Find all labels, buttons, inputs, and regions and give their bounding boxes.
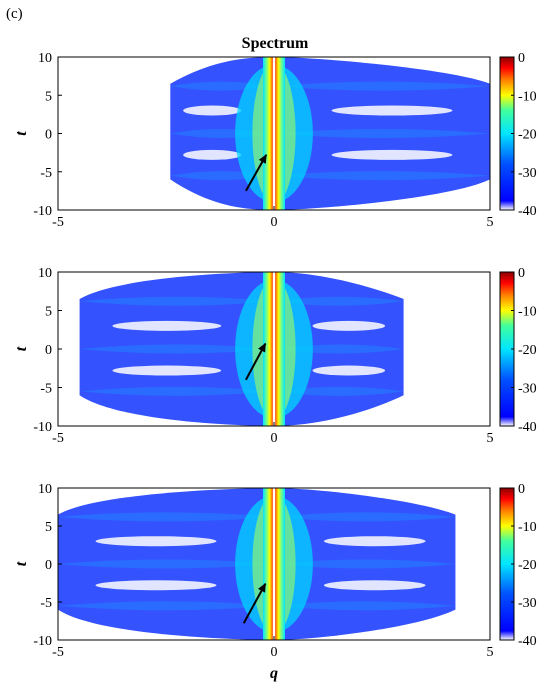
stripe-center-line [272,272,276,426]
y-axis-label: t [13,561,30,566]
colorbar-tick-label: -30 [518,166,537,181]
colorbar-tick-label: -10 [518,520,537,535]
colorbar-tick-label: -40 [518,204,537,219]
right-lobe [274,386,404,396]
y-tick-label: 5 [45,89,52,104]
colorbar-tick-label: -40 [518,634,537,649]
gap-left [95,536,217,547]
x-axis-label: q [270,665,278,682]
spectrum-field-3 [58,488,456,640]
y-tick-label: -5 [40,596,52,611]
right-lobe [274,559,456,569]
colorbar-tick-label: -40 [518,420,537,435]
y-tick-label: 5 [45,305,52,320]
y-tick-label: -5 [40,166,52,181]
right-lobe [274,601,456,611]
right-lobe [274,129,490,138]
colorbar-tick-label: 0 [518,51,525,66]
y-tick-label: 10 [38,266,52,281]
y-tick-label: 10 [38,51,52,66]
annotation-arrow [242,582,267,624]
y-tick-label: 0 [45,128,52,143]
colorbar-tick-label: 0 [518,482,525,497]
left-lobe [79,344,274,354]
annotation-arrow [245,342,267,381]
right-lobe [274,171,490,181]
stripe-center-line [272,488,276,640]
y-tick-label: -10 [33,634,52,649]
left-lobe [58,512,274,522]
colorbar-tick-label: -20 [518,343,537,358]
left-lobe [79,386,274,396]
colorbar-tick-label: -30 [518,382,537,397]
colorbar-tick-label: -20 [518,128,537,143]
spectrum-field-1 [170,57,490,210]
colorbar-tick-label: -20 [518,558,537,573]
y-tick-label: -5 [40,382,52,397]
y-tick-label: -10 [33,204,52,219]
left-lobe [58,601,274,611]
colorbar-tick-label: -30 [518,596,537,611]
gap-left [112,365,222,376]
gap-right [323,580,426,591]
gap-right [331,149,453,160]
right-lobe [274,81,490,91]
annotation-arrow [245,154,268,192]
right-lobe [274,512,456,522]
gap-left [183,149,242,160]
left-lobe [58,559,274,569]
spectrum-field-2 [79,272,404,426]
gap-left [112,320,222,331]
right-lobe [274,296,404,306]
gap-right [323,536,426,547]
colorbar-tick-label: -10 [518,305,537,320]
chart-title: Spectrum [241,35,309,52]
gap-right [312,365,386,376]
left-lobe [79,296,274,306]
x-tick-label: 0 [271,215,278,230]
x-tick-label: -5 [52,215,64,230]
x-tick-label: 5 [487,215,494,230]
x-tick-label: 0 [271,645,278,660]
panel-label: (c) [6,6,23,22]
gap-right [312,320,386,331]
x-tick-label: 5 [487,645,494,660]
gap-left [183,105,242,116]
y-tick-label: 0 [45,558,52,573]
gap-right [331,105,453,116]
y-axis-label: t [13,346,30,351]
x-tick-label: 5 [487,431,494,446]
x-tick-label: -5 [52,431,64,446]
colorbar-tick-label: 0 [518,266,525,281]
stripe-center-line [272,57,276,210]
gap-left [95,580,217,591]
x-tick-label: -5 [52,645,64,660]
y-tick-label: 10 [38,482,52,497]
y-tick-label: 0 [45,343,52,358]
y-tick-label: -10 [33,420,52,435]
y-tick-label: 5 [45,520,52,535]
colorbar-tick-label: -10 [518,89,537,104]
y-axis-label: t [13,131,30,136]
x-tick-label: 0 [271,431,278,446]
